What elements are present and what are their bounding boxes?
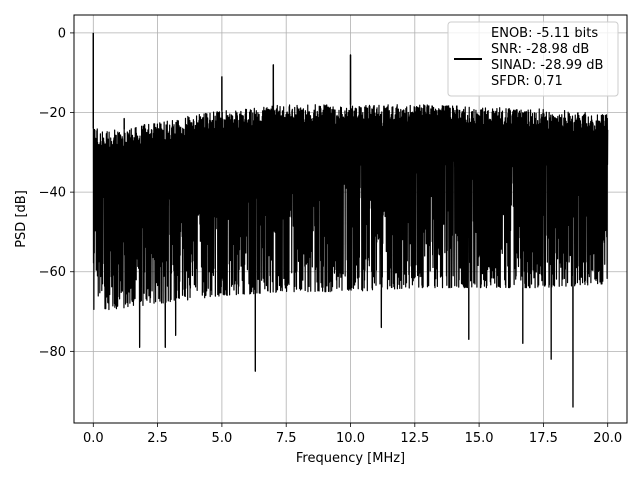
y-tick-label: −80: [39, 345, 66, 360]
y-tick-label: −60: [39, 265, 66, 280]
x-tick-label: 20.0: [593, 431, 622, 446]
x-tick-label: 10.0: [336, 431, 365, 446]
legend-sfdr: SFDR: 0.71: [491, 74, 563, 89]
legend-snr: SNR: -28.98 dB: [491, 42, 589, 57]
x-tick-label: 17.5: [529, 431, 558, 446]
legend-sinad: SINAD: -28.99 dB: [491, 58, 603, 73]
legend: ENOB: -5.11 bits SNR: -28.98 dB SINAD: -…: [447, 21, 619, 97]
x-tick-label: 15.0: [465, 431, 494, 446]
y-tick-label: −40: [39, 186, 66, 201]
y-tick-label: −20: [39, 106, 66, 121]
x-tick-label: 5.0: [212, 431, 233, 446]
x-tick-label: 0.0: [83, 431, 104, 446]
x-axis-label: Frequency [MHz]: [296, 451, 405, 466]
legend-box: [447, 21, 619, 97]
psd-series-line: [92, 32, 609, 408]
legend-enob: ENOB: -5.11 bits: [491, 26, 598, 41]
plot-area: [92, 32, 609, 408]
x-tick-label: 7.5: [276, 431, 297, 446]
x-tick-label: 2.5: [147, 431, 168, 446]
ticks: 0.0 2.5 5.0 7.5 10.0 12.5 15.0 17.5 20.0 0 −20 −40 −…: [39, 26, 623, 446]
y-tick-label: 0: [58, 26, 66, 41]
x-tick-label: 12.5: [400, 431, 429, 446]
y-axis-label: PSD [dB]: [14, 190, 29, 248]
